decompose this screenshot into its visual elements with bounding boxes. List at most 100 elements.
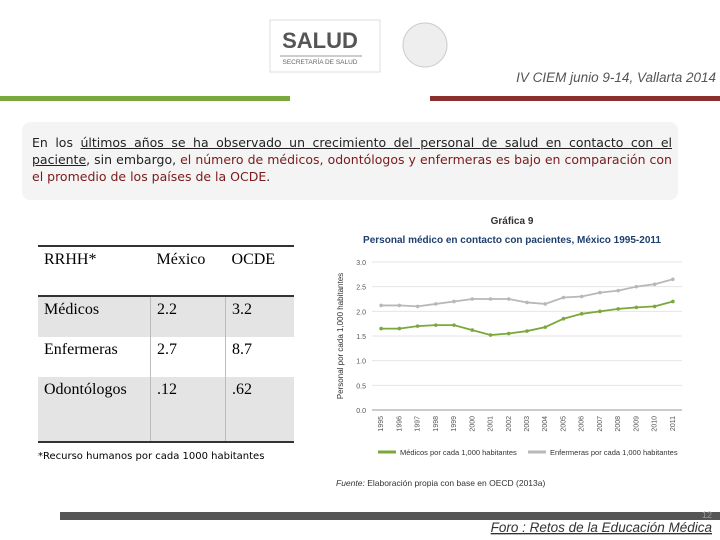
y-tick-label: 1.0 xyxy=(356,359,366,366)
header-cell: RRHH* xyxy=(38,245,151,297)
x-tick-label: 2011 xyxy=(670,416,677,431)
header-bar-left xyxy=(0,96,290,101)
intro-text: En los últimos años se ha observado un c… xyxy=(32,134,672,185)
data-point xyxy=(525,300,529,305)
intro-text-part: . xyxy=(266,169,271,184)
cell: 2.2 xyxy=(149,296,226,337)
x-tick-label: 1998 xyxy=(433,416,440,432)
y-tick-label: 3.0 xyxy=(356,260,366,267)
x-tick-label: 2002 xyxy=(506,416,513,432)
data-point xyxy=(561,316,566,321)
cell: Odontólogos xyxy=(38,377,151,443)
data-point xyxy=(434,323,438,327)
data-point xyxy=(543,302,548,306)
data-point xyxy=(470,297,475,301)
data-point xyxy=(652,282,657,287)
chart: Gráfica 9 Personal médico en contacto con… xyxy=(336,216,682,488)
x-tick-label: 1996 xyxy=(396,416,403,432)
y-tick-label: 2.5 xyxy=(356,285,366,292)
data-point xyxy=(470,328,475,332)
intro-text-part: el número de médicos, odontólogos y enfe… xyxy=(32,152,672,184)
x-tick-label: 1999 xyxy=(451,416,458,432)
seal xyxy=(402,22,448,68)
data-point xyxy=(561,295,566,300)
page-number: 12 xyxy=(702,510,712,520)
cell: 8.7 xyxy=(225,337,294,377)
y-tick-label: 2.0 xyxy=(356,309,366,316)
data-point xyxy=(415,324,420,328)
x-tick-label: 2000 xyxy=(469,416,476,432)
intro-text-part: En los xyxy=(32,135,81,150)
footer-bar xyxy=(60,512,720,520)
data-point xyxy=(379,303,383,308)
x-tick-label: 2003 xyxy=(524,416,531,432)
data-point xyxy=(506,331,511,336)
cell: Enfermeras xyxy=(38,337,151,377)
data-point xyxy=(434,302,438,306)
intro-text-part: últimos años se ha observado un crecimie… xyxy=(32,135,672,167)
x-tick-label: 1995 xyxy=(378,416,385,432)
data-point xyxy=(579,312,584,316)
chart-source: Fuente: Elaboración propia con base en O… xyxy=(336,478,545,488)
data-point xyxy=(671,277,675,282)
data-point xyxy=(415,304,420,309)
y-tick-label: 0.5 xyxy=(356,383,366,390)
data-point xyxy=(506,297,511,301)
data-point xyxy=(598,309,602,314)
x-tick-label: 2005 xyxy=(560,416,567,432)
chart-title: Personal médico en contacto con paciente… xyxy=(363,235,661,246)
data-point xyxy=(397,303,402,308)
cell: .62 xyxy=(225,377,294,443)
x-tick-label: 2004 xyxy=(542,416,549,432)
x-tick-label: 2006 xyxy=(579,416,586,432)
y-tick-label: 1.5 xyxy=(356,334,366,341)
y-tick-label: 0.0 xyxy=(356,408,366,415)
data-table: RRHH* México OCDE Médicos 2.2 3.2 Enfermeras… xyxy=(38,245,294,443)
logo-subtitle: SECRETARÍA DE SALUD xyxy=(282,57,357,66)
cell: 2.7 xyxy=(149,337,226,377)
x-tick-label: 2001 xyxy=(488,416,495,432)
legend-label: Enfermeras por cada 1,000 habitantes xyxy=(550,448,678,457)
data-point xyxy=(379,326,383,331)
x-tick-label: 2009 xyxy=(633,416,640,432)
table-note: *Recurso humanos por cada 1000 habitante… xyxy=(38,451,265,462)
footer-text: Foro : Retos de la Educación Médica xyxy=(491,520,713,535)
data-point xyxy=(488,297,493,301)
cell: 3.2 xyxy=(225,296,294,337)
cell: Médicos xyxy=(38,296,151,337)
legend-label: Médicos por cada 1,000 habitantes xyxy=(400,448,517,457)
data-point xyxy=(652,304,657,309)
header-cell: México xyxy=(150,245,226,297)
event-title: IV CIEM junio 9-14, Vallarta 2014 xyxy=(516,70,716,85)
chart-label: Gráfica 9 xyxy=(491,216,534,227)
x-tick-label: 2010 xyxy=(652,416,659,432)
data-point xyxy=(452,323,456,327)
data-point xyxy=(634,284,639,289)
intro-text-part: , sin embargo, xyxy=(86,152,181,167)
data-point xyxy=(671,299,675,304)
logo-title: SALUD xyxy=(282,28,358,53)
x-tick-label: 1997 xyxy=(415,416,422,432)
header-bar-right xyxy=(430,96,720,101)
x-tick-label: 2008 xyxy=(615,416,622,432)
data-point xyxy=(543,325,548,329)
logo-box xyxy=(269,19,381,73)
data-point xyxy=(452,299,456,304)
data-point xyxy=(488,333,493,337)
data-point xyxy=(598,290,602,295)
data-point xyxy=(616,288,620,293)
y-axis-label: Personal por cada 1,000 habitantes xyxy=(336,273,345,399)
data-point xyxy=(579,294,584,299)
data-point xyxy=(616,307,620,311)
source-text: Elaboración propia con base en OECD (201… xyxy=(365,478,546,488)
x-tick-label: 2007 xyxy=(597,416,604,432)
data-point xyxy=(397,326,402,331)
data-point xyxy=(634,305,639,310)
source-label: Fuente: xyxy=(336,478,365,488)
intro-box xyxy=(22,122,678,200)
cell: .12 xyxy=(149,377,226,443)
header-cell: OCDE xyxy=(225,245,294,297)
data-point xyxy=(525,329,529,333)
